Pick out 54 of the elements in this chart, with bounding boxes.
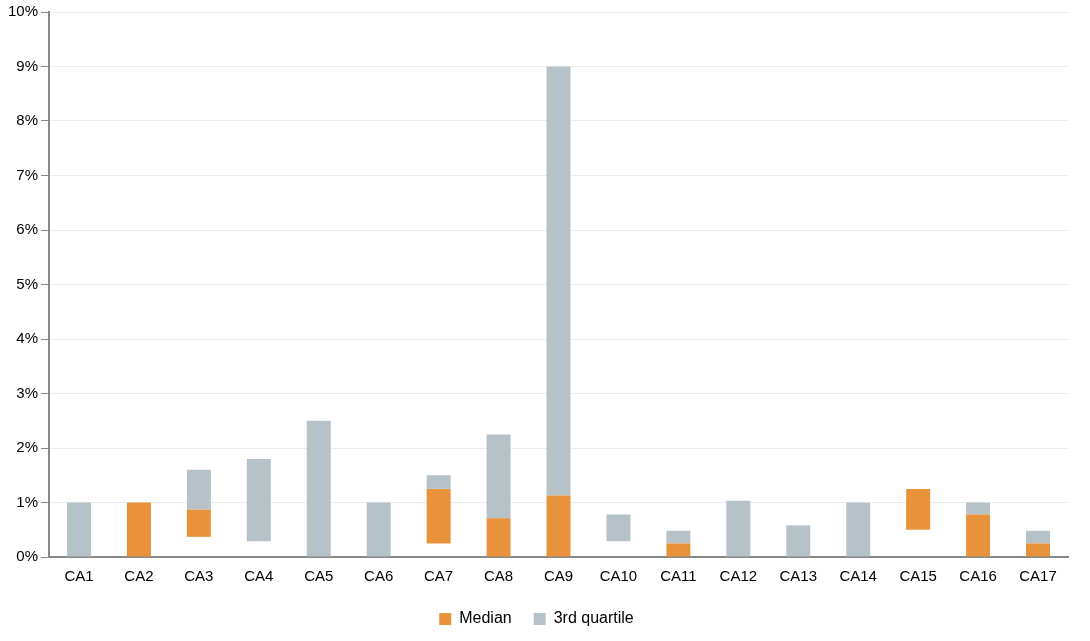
x-tick-label: CA2 (124, 567, 154, 585)
bar (186, 469, 211, 510)
bar (486, 434, 511, 519)
y-tick-label: 4% (16, 329, 39, 347)
bar (186, 509, 211, 537)
y-tick-label: 0% (16, 547, 39, 565)
bar (966, 502, 991, 515)
x-tick-label: CA7 (424, 567, 454, 585)
bar (1026, 530, 1051, 544)
y-tick-label: 3% (16, 383, 39, 401)
bar (306, 420, 331, 557)
bar (666, 530, 691, 544)
x-tick-label: CA6 (364, 567, 394, 585)
bar (546, 66, 571, 496)
x-tick-label: CA8 (483, 567, 514, 585)
bar (426, 488, 451, 544)
x-tick-label: CA12 (719, 567, 758, 585)
bar (546, 495, 571, 557)
x-tick-label: CA15 (899, 567, 937, 585)
y-tick-label: 5% (16, 274, 39, 292)
x-tick-label: CA10 (599, 567, 638, 585)
bar (366, 502, 391, 557)
x-tick-label: CA17 (1019, 567, 1057, 585)
legend-label: Median (459, 609, 512, 627)
bar (786, 525, 811, 557)
y-tick-label: 9% (16, 56, 39, 74)
x-tick-label: CA5 (304, 567, 334, 585)
bar (606, 514, 631, 542)
y-tick-label: 6% (16, 220, 39, 238)
x-tick-label: CA11 (660, 567, 697, 585)
x-tick-label: CA13 (779, 567, 818, 585)
x-tick-label: CA9 (543, 567, 574, 585)
bar (426, 475, 451, 489)
bar (67, 502, 91, 557)
bar (846, 502, 871, 557)
x-tick-label: CA16 (959, 567, 997, 585)
y-tick-label: 7% (16, 165, 39, 183)
bar (966, 514, 991, 557)
y-tick-label: 10% (7, 2, 39, 20)
x-tick-label: CA4 (244, 567, 274, 585)
x-tick-label: CA14 (839, 567, 877, 585)
y-tick-label: 8% (16, 111, 39, 129)
bar (126, 502, 151, 557)
legend-label: 3rd quartile (553, 609, 634, 627)
y-tick-label: 2% (16, 438, 39, 456)
bar (246, 458, 271, 542)
x-tick-label: CA1 (64, 567, 94, 585)
y-tick-label: 1% (16, 492, 39, 510)
bar (486, 518, 511, 557)
x-tick-label: CA3 (184, 567, 214, 585)
bar (1026, 543, 1051, 557)
bar (726, 500, 751, 557)
bar (906, 488, 931, 530)
bar (666, 543, 691, 557)
